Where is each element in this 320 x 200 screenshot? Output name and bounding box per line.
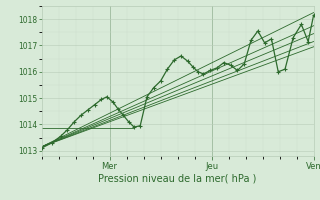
X-axis label: Pression niveau de la mer( hPa ): Pression niveau de la mer( hPa ) [99, 173, 257, 183]
